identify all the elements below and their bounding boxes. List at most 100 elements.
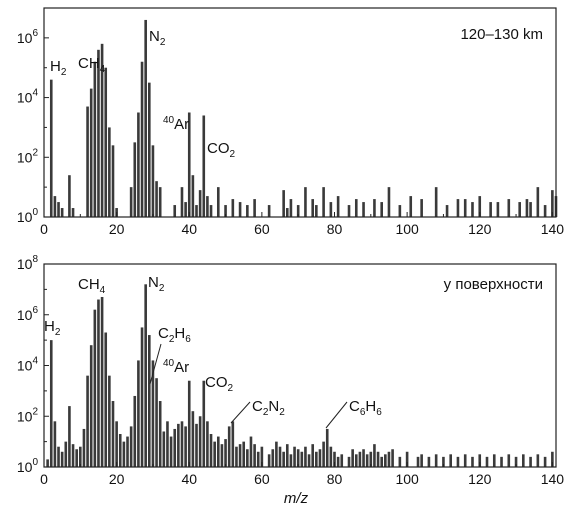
spectrum-bar [449, 454, 452, 467]
spectrum-bar [463, 199, 467, 217]
spectrum-bar [126, 436, 129, 467]
spectrum-bar [184, 202, 187, 217]
annotation-leader-line [230, 401, 251, 424]
spectrum-bar [220, 444, 224, 467]
spectrum-bar [75, 449, 78, 467]
spectrum-bar [471, 202, 474, 217]
spectrum-bar [68, 175, 71, 217]
spectrum-bar [57, 446, 60, 467]
spectrum-bar [325, 428, 329, 467]
spectrum-bar [253, 444, 256, 467]
x-tick-label: 40 [181, 471, 197, 487]
spectrum-bar [478, 454, 482, 467]
y-tick-label: 106 [17, 28, 39, 46]
spectrum-bar [195, 205, 198, 217]
y-tick-label: 104 [17, 356, 39, 374]
spectrum-bar [551, 190, 554, 217]
spectrum-bar [347, 456, 351, 467]
x-tick-label: 80 [327, 471, 343, 487]
spectrum-bar [267, 454, 271, 467]
spectrum-bar [195, 423, 198, 467]
spectrum-bar [191, 411, 195, 467]
y-tick-label: 100 [17, 207, 39, 225]
spectrum-bar [304, 187, 307, 217]
spectrum-bar [471, 456, 474, 467]
spectrum-bar [173, 205, 177, 217]
panel-label: у поверхности [444, 276, 543, 293]
upper-panel-120-130km: 0 20 40 60 80 100 120 140 100 102 104 106 120–130 km… [17, 7, 564, 237]
spectrum-bar [362, 202, 365, 217]
spectrum-bar [376, 451, 380, 467]
species-label-ch4: CH4 [78, 55, 106, 75]
spectrum-bar [108, 375, 111, 467]
spectrum-bar [536, 454, 540, 467]
spectrum-bar [322, 441, 325, 468]
x-tick-label: 60 [254, 221, 270, 237]
spectrum-bar [100, 296, 104, 467]
spectrum-bar [282, 451, 285, 467]
spectrum-bar [64, 441, 68, 468]
spectrum-bar [246, 449, 249, 467]
species-label-co2: CO2 [205, 374, 234, 394]
spectrum-bar [551, 451, 554, 467]
spectrum-bar [347, 205, 351, 217]
y-tick-label: 102 [17, 147, 39, 165]
spectrum-bar [57, 202, 60, 217]
spectrum-bar [104, 332, 108, 467]
spectrum-bar [184, 426, 187, 467]
spectrum-bar [478, 196, 482, 217]
spectrum-bar [49, 79, 53, 217]
spectrum-bar [242, 441, 246, 468]
spectrum-bar [144, 284, 147, 467]
spectrum-bar [485, 456, 489, 467]
spectrum-bar [271, 449, 275, 467]
spectrum-bar [507, 199, 511, 217]
spectrum-bar [166, 421, 169, 467]
spectrum-bar [380, 202, 383, 217]
spectrum-bar [148, 82, 151, 217]
spectrum-bar [246, 205, 249, 217]
spectrum-bar [420, 454, 423, 467]
spectrum-bar [155, 181, 158, 217]
spectrum-bar [311, 199, 315, 217]
spectrum-bar [514, 456, 518, 467]
spectrum-bar [82, 428, 86, 467]
spectrum-bar [97, 299, 100, 467]
spectrum-bar [336, 196, 340, 217]
x-tick-label: 60 [254, 471, 270, 487]
spectrum-bar [238, 444, 242, 467]
spectrum-bar [354, 199, 358, 217]
x-tick-label: 100 [395, 221, 419, 237]
spectrum-bar [144, 19, 147, 217]
spectrum-bar [434, 454, 438, 467]
spectrum-bar [93, 61, 97, 217]
spectrum-bar [398, 205, 402, 217]
spectrum-bar [362, 449, 365, 467]
spectrum-bar [434, 187, 438, 217]
spectrum-bar [133, 395, 137, 467]
spectrum-bar [209, 434, 213, 467]
spectrum-bar [118, 434, 122, 467]
spectrum-bar [108, 127, 111, 217]
spectrum-bar [86, 375, 89, 467]
y-tick-label: 102 [17, 406, 39, 424]
spectrum-bar [384, 454, 387, 467]
spectrum-bar [463, 454, 467, 467]
spectrum-bar [391, 449, 394, 467]
spectrum-bar [278, 446, 282, 467]
spectrum-bar [256, 451, 260, 467]
lower-panel-surface: 0 20 40 60 80 100 120 140 100 102 104 106 108 у повер… [17, 254, 564, 487]
spectrum-bar [180, 421, 184, 467]
spectrum-bar [238, 202, 242, 217]
spectrum-bar [129, 187, 133, 217]
species-label-n2: N2 [149, 28, 166, 48]
spectrum-bar [543, 456, 547, 467]
spectrum-bar [111, 145, 115, 217]
spectrum-bar [354, 454, 358, 467]
spectrum-bar [507, 454, 511, 467]
x-tick-label: 100 [395, 471, 419, 487]
spectrum-bar [169, 436, 173, 467]
spectrum-bar [307, 454, 311, 467]
species-label-co2: CO2 [207, 140, 236, 160]
spectrum-bar [416, 456, 420, 467]
